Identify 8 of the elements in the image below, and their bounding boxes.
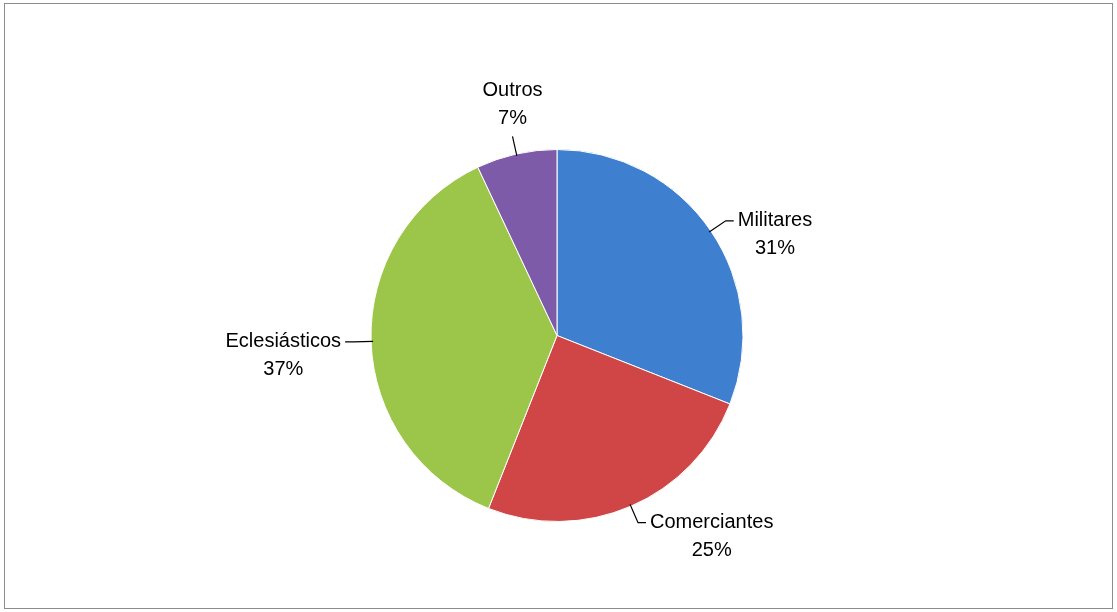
data-label: 37% — [263, 357, 304, 380]
data-label: 31% — [754, 236, 796, 259]
slice-label: Eclesiásticos — [225, 329, 342, 352]
slice-label: Outros — [482, 77, 543, 100]
data-label: 7% — [498, 105, 528, 128]
slice-label: Comerciantes — [650, 510, 774, 533]
data-label: 25% — [691, 538, 732, 561]
slice-label: Militares — [737, 208, 813, 231]
